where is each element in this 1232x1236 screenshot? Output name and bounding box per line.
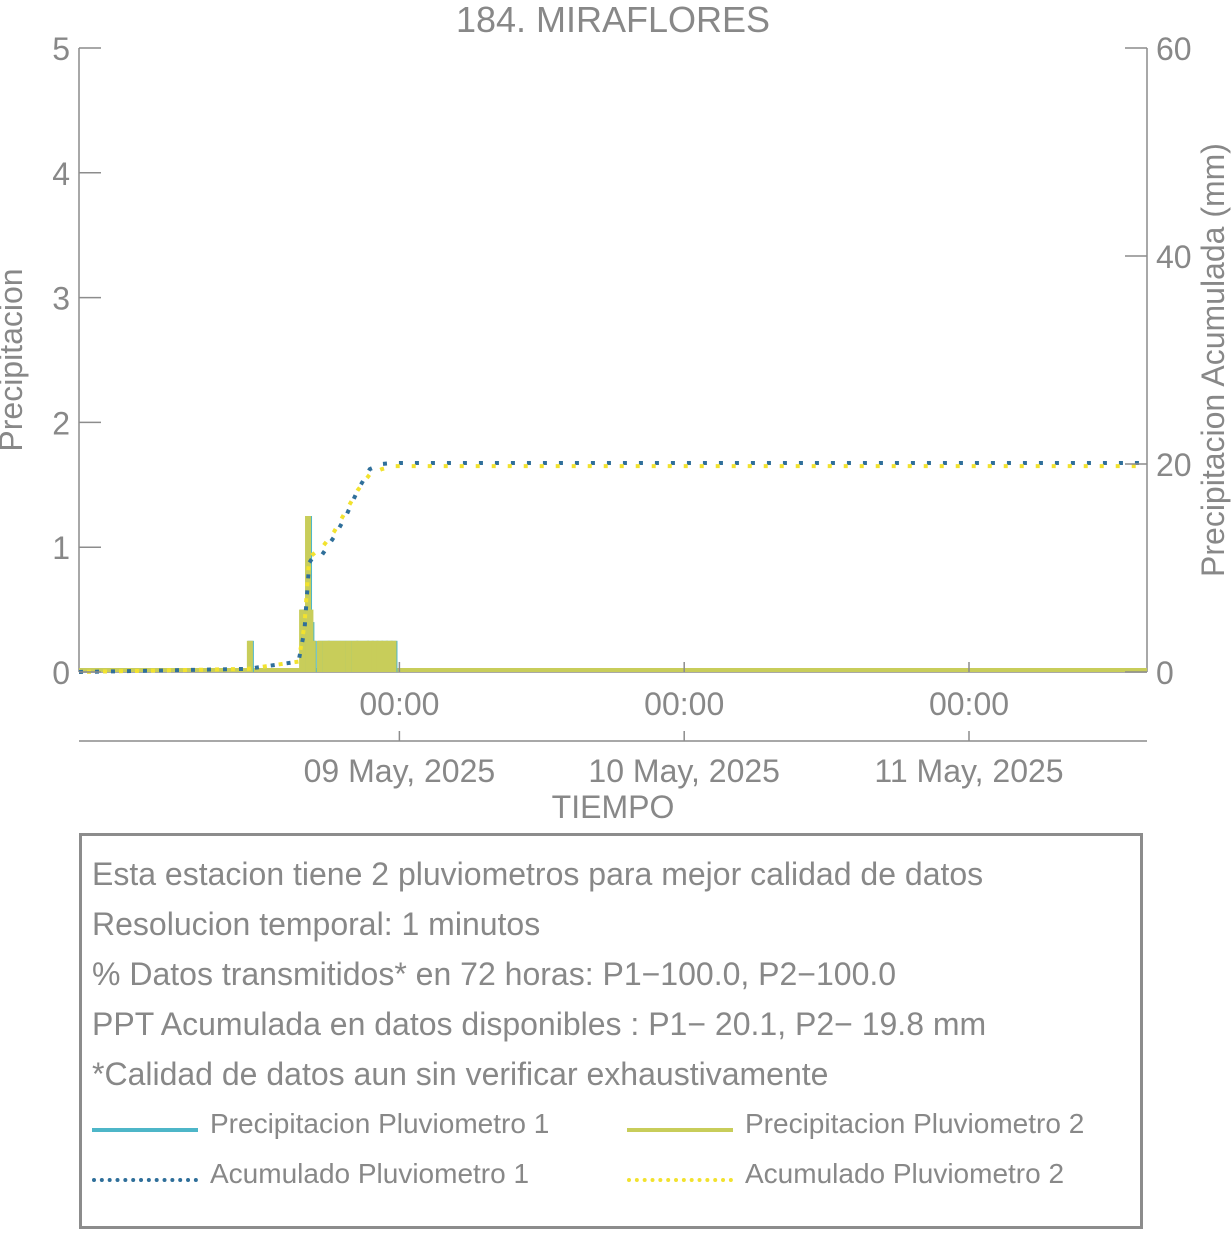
precip-bar-p2: [327, 640, 334, 672]
precip-bar-p2: [390, 640, 397, 672]
y-left-tick-label: 1: [52, 530, 70, 566]
precip-bar-p2: [366, 640, 373, 672]
info-line-resolution: Resolucion temporal: 1 minutos: [92, 906, 541, 942]
info-line-quality-note: *Calidad de datos aun sin verificar exha…: [92, 1056, 829, 1092]
y-right-tick-label: 40: [1156, 239, 1192, 275]
legend-label-precip-p1: Precipitacion Pluviometro 1: [210, 1108, 550, 1139]
precip-bar-p2: [339, 640, 346, 672]
y-left-tick-label: 5: [52, 31, 70, 67]
y-right-tick-label: 0: [1156, 655, 1174, 691]
y-axis-right-label: Precipitacion Acumulada (mm): [1195, 143, 1231, 577]
precip-bar-p2: [345, 640, 352, 672]
x-axis-label: TIEMPO: [552, 789, 675, 825]
legend-swatch-cum-p2: [627, 1178, 733, 1182]
x-tick-time-label: 00:00: [359, 686, 439, 722]
y-axis-left-label: Precipitacion: [0, 268, 29, 451]
cumulative-lines: [78, 460, 1147, 674]
chart-title: 184. MIRAFLORES: [456, 0, 770, 40]
precip-bar-p2: [380, 640, 387, 672]
x-tick-date-label: 09 May, 2025: [304, 753, 496, 789]
y-right-tick-label: 20: [1156, 447, 1192, 483]
info-legend-box: Esta estacion tiene 2 pluviometros para …: [79, 833, 1143, 1229]
precip-bar-p2: [316, 640, 323, 672]
legend-label-cum-p2: Acumulado Pluviometro 2: [745, 1158, 1065, 1189]
y-left-tick-label: 4: [52, 156, 70, 192]
precip-bar-p2: [361, 640, 368, 672]
cumulative-line-p2: [78, 464, 1147, 674]
precip-bar-p2: [322, 640, 329, 672]
precipitation-bars: [79, 516, 1147, 672]
cumulative-line-p1: [78, 460, 1147, 674]
precip-bar-p2: [371, 640, 378, 672]
legend-swatch-precip-p2: [627, 1128, 733, 1132]
legend-swatch-cum-p1: [92, 1178, 198, 1182]
y-right-tick-label: 60: [1156, 31, 1192, 67]
axis-ticks: 0 1 2 3 4 5 0 20 40 60 00:00 09 May, 2025 00:00 10 Ma…: [52, 31, 1191, 789]
x-tick-time-label: 00:00: [929, 686, 1009, 722]
chart-axes: [78, 48, 1148, 742]
legend-swatch-precip-p1: [92, 1128, 198, 1132]
precip-bar-p2: [376, 640, 383, 672]
info-line-transmitted: % Datos transmitidos* en 72 horas: P1−10…: [92, 956, 897, 992]
y-left-tick-label: 0: [52, 655, 70, 691]
precip-bar-p2: [385, 640, 392, 672]
y-left-tick-label: 3: [52, 281, 70, 317]
info-line-accumulated: PPT Acumulada en datos disponibles : P1−…: [92, 1006, 987, 1042]
x-tick-date-label: 10 May, 2025: [588, 753, 780, 789]
legend-label-cum-p1: Acumulado Pluviometro 1: [210, 1158, 530, 1189]
precip-bar-p2: [333, 640, 340, 672]
y-left-tick-label: 2: [52, 405, 70, 441]
x-tick-date-label: 11 May, 2025: [874, 753, 1063, 789]
precip-bar-p2: [246, 640, 253, 672]
legend-label-precip-p2: Precipitacion Pluviometro 2: [745, 1108, 1085, 1139]
precip-bar-p2: [309, 640, 316, 672]
precip-bar-p2: [351, 640, 358, 672]
precip-bar-p2: [356, 640, 363, 672]
info-line-stations: Esta estacion tiene 2 pluviometros para …: [92, 856, 984, 892]
precipitation-chart: 184. MIRAFLORES 0 1 2 3 4 5 0 20 40 60 00:00 09 May…: [0, 0, 1231, 825]
x-tick-time-label: 00:00: [644, 686, 724, 722]
